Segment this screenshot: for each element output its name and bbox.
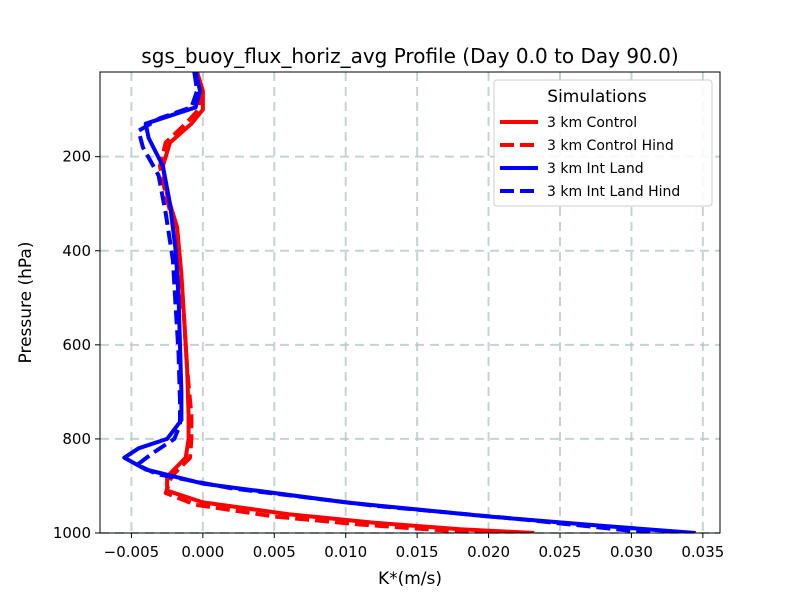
y-tick-label: 800 <box>62 430 91 448</box>
legend-entries: 3 km Control 3 km Control Hind 3 km Int La… <box>500 115 680 200</box>
series-line-control <box>160 72 535 533</box>
legend-box <box>493 79 713 207</box>
y-tick-label: 600 <box>62 336 91 354</box>
y-tick-label: 1000 <box>53 524 91 542</box>
series-line-control-hind <box>158 72 482 533</box>
series-line-int-land-hind <box>135 72 654 533</box>
x-tick-label: 0.030 <box>610 543 653 561</box>
chart-title: sgs_buoy_flux_horiz_avg Profile (Day 0.0… <box>141 44 678 68</box>
x-tick-label: −0.005 <box>104 543 160 561</box>
y-tick-label: 400 <box>62 242 91 260</box>
x-axis-label: K*(m/s) <box>378 569 442 589</box>
legend-label: 3 km Control <box>547 115 637 131</box>
y-axis: 200 400 600 800 1000 <box>53 148 100 542</box>
legend-label: 3 km Int Land <box>547 161 644 177</box>
x-tick-label: 0.010 <box>324 543 367 561</box>
y-axis-label: Pressure (hPa) <box>16 242 36 364</box>
legend-label: 3 km Int Land Hind <box>547 184 680 200</box>
x-tick-label: 0.015 <box>396 543 439 561</box>
legend-label: 3 km Control Hind <box>547 138 674 154</box>
x-tick-label: 0.025 <box>539 543 582 561</box>
x-axis: −0.005 0.000 0.005 0.010 0.015 0.020 0.025 0.03… <box>104 533 724 561</box>
legend-entry-int-land: 3 km Int Land <box>500 161 644 177</box>
legend: Simulations 3 km Control 3 km Control Hin… <box>493 79 713 207</box>
legend-title: Simulations <box>547 87 647 107</box>
series-layer <box>122 72 696 533</box>
axes-frame <box>99 71 721 534</box>
legend-entry-control: 3 km Control <box>500 115 637 131</box>
x-tick-label: 0.005 <box>253 543 296 561</box>
x-tick-label: 0.020 <box>467 543 510 561</box>
x-tick-label: 0.035 <box>681 543 724 561</box>
legend-entry-control-hind: 3 km Control Hind <box>500 138 674 154</box>
legend-entry-int-land-hind: 3 km Int Land Hind <box>500 184 680 200</box>
x-tick-label: 0.000 <box>181 543 224 561</box>
y-tick-label: 200 <box>62 148 91 166</box>
